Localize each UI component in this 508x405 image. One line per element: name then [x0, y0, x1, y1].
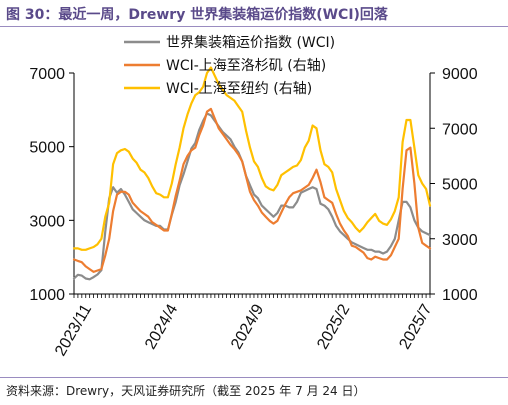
y-right-tick-label: 3000 [442, 232, 478, 249]
x-tick-label: 2023/11 [52, 301, 95, 359]
legend-label-0: 世界集装箱运价指数 (WCI) [166, 34, 335, 51]
series-line-2 [72, 66, 432, 251]
y-left-tick-label: 1000 [29, 287, 65, 304]
x-tick-label: 2025/2 [314, 301, 353, 352]
chart-axes: 1000 3000 5000 7000 1000 3000 5000 7000 9000 2023… [29, 66, 477, 359]
footer-divider [0, 377, 508, 378]
series-line-0 [72, 112, 432, 281]
chart-series [72, 66, 432, 281]
chart-legend: 世界集装箱运价指数 (WCI) WCI-上海至洛杉矶 (右轴) WCI-上海至纽约 … [124, 34, 335, 97]
legend-label-2: WCI-上海至纽约 (右轴) [166, 81, 312, 97]
y-left-tick-label: 7000 [29, 66, 65, 83]
y-right-tick-label: 5000 [442, 177, 478, 194]
figure-title: 图 30：最近一周，Drewry 世界集装箱运价指数(WCI)回落 [6, 7, 388, 23]
title-divider [0, 26, 508, 27]
legend-label-1: WCI-上海至洛杉矶 (右轴) [166, 58, 326, 74]
source-note: 资料来源：Drewry，天风证券研究所（截至 2025 年 7 月 24 日） [6, 384, 366, 398]
x-tick-label: 2025/7 [396, 301, 435, 352]
series-line-1 [72, 107, 432, 273]
y-left-tick-label: 5000 [29, 140, 65, 157]
y-right-tick-label: 9000 [442, 66, 478, 83]
y-right-tick-label: 7000 [442, 121, 478, 138]
line-chart: 1000 3000 5000 7000 1000 3000 5000 7000 9000 2023… [29, 34, 477, 359]
y-right-tick-label: 1000 [442, 287, 478, 304]
x-tick-label: 2024/9 [228, 301, 267, 352]
y-left-tick-label: 3000 [29, 213, 65, 230]
x-tick-label: 2024/4 [142, 301, 181, 352]
